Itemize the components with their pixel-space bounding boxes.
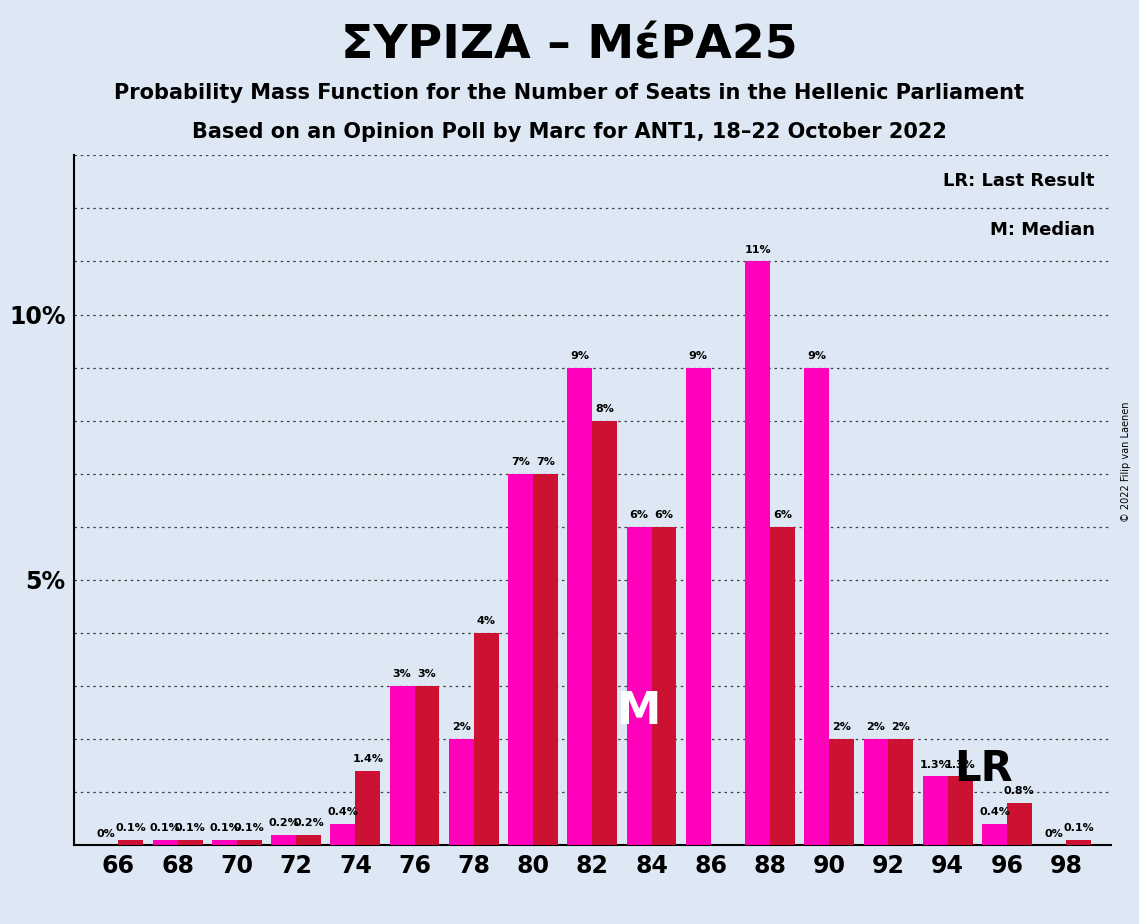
Bar xyxy=(626,527,652,845)
Text: 0.4%: 0.4% xyxy=(328,808,359,818)
Bar xyxy=(888,739,913,845)
Bar xyxy=(296,835,321,845)
Bar xyxy=(1066,840,1091,845)
Text: 2%: 2% xyxy=(452,723,470,733)
Text: 0%: 0% xyxy=(1044,829,1063,839)
Bar xyxy=(153,840,178,845)
Text: 0.1%: 0.1% xyxy=(210,823,240,833)
Text: 6%: 6% xyxy=(655,510,673,520)
Text: M: Median: M: Median xyxy=(990,221,1095,238)
Bar xyxy=(212,840,237,845)
Text: 6%: 6% xyxy=(630,510,648,520)
Text: 11%: 11% xyxy=(744,245,771,254)
Bar xyxy=(982,824,1007,845)
Text: LR: LR xyxy=(953,748,1013,790)
Bar xyxy=(770,527,795,845)
Text: 0.1%: 0.1% xyxy=(233,823,264,833)
Text: 1.3%: 1.3% xyxy=(920,760,951,770)
Text: 1.4%: 1.4% xyxy=(352,754,384,764)
Bar xyxy=(863,739,888,845)
Text: ΣΥΡΙΖΑ – ΜέΡΑ25: ΣΥΡΙΖΑ – ΜέΡΑ25 xyxy=(342,23,797,68)
Text: Based on an Opinion Poll by Marc for ANT1, 18–22 October 2022: Based on an Opinion Poll by Marc for ANT… xyxy=(192,122,947,142)
Text: 7%: 7% xyxy=(536,456,555,467)
Bar xyxy=(652,527,677,845)
Text: 1.3%: 1.3% xyxy=(944,760,975,770)
Bar xyxy=(533,474,558,845)
Text: 3%: 3% xyxy=(418,669,436,679)
Bar xyxy=(686,368,711,845)
Bar xyxy=(118,840,144,845)
Text: 2%: 2% xyxy=(833,723,851,733)
Text: 6%: 6% xyxy=(773,510,792,520)
Text: 2%: 2% xyxy=(867,723,885,733)
Bar xyxy=(1007,803,1032,845)
Bar xyxy=(449,739,474,845)
Bar xyxy=(923,776,948,845)
Text: 0%: 0% xyxy=(97,829,115,839)
Text: 0.1%: 0.1% xyxy=(1063,823,1093,833)
Bar xyxy=(804,368,829,845)
Bar xyxy=(474,633,499,845)
Bar xyxy=(508,474,533,845)
Bar xyxy=(592,420,617,845)
Bar xyxy=(330,824,355,845)
Text: 9%: 9% xyxy=(689,351,707,360)
Text: 4%: 4% xyxy=(477,616,495,626)
Bar xyxy=(745,261,770,845)
Text: © 2022 Filip van Laenen: © 2022 Filip van Laenen xyxy=(1121,402,1131,522)
Text: 0.1%: 0.1% xyxy=(174,823,205,833)
Text: 0.1%: 0.1% xyxy=(115,823,146,833)
Text: 0.2%: 0.2% xyxy=(293,818,323,828)
Text: 0.4%: 0.4% xyxy=(980,808,1010,818)
Text: 9%: 9% xyxy=(571,351,589,360)
Bar xyxy=(355,772,380,845)
Text: 7%: 7% xyxy=(511,456,530,467)
Text: 0.8%: 0.8% xyxy=(1003,786,1034,796)
Text: 0.2%: 0.2% xyxy=(269,818,300,828)
Bar xyxy=(178,840,203,845)
Text: Probability Mass Function for the Number of Seats in the Hellenic Parliament: Probability Mass Function for the Number… xyxy=(115,83,1024,103)
Bar xyxy=(829,739,854,845)
Bar xyxy=(271,835,296,845)
Text: LR: Last Result: LR: Last Result xyxy=(943,173,1095,190)
Bar xyxy=(237,840,262,845)
Bar xyxy=(390,687,415,845)
Text: 2%: 2% xyxy=(892,723,910,733)
Text: 9%: 9% xyxy=(808,351,826,360)
Text: 8%: 8% xyxy=(596,404,614,414)
Bar xyxy=(567,368,592,845)
Bar xyxy=(948,776,973,845)
Bar xyxy=(415,687,440,845)
Text: 3%: 3% xyxy=(393,669,411,679)
Text: M: M xyxy=(617,690,662,733)
Text: 0.1%: 0.1% xyxy=(150,823,181,833)
